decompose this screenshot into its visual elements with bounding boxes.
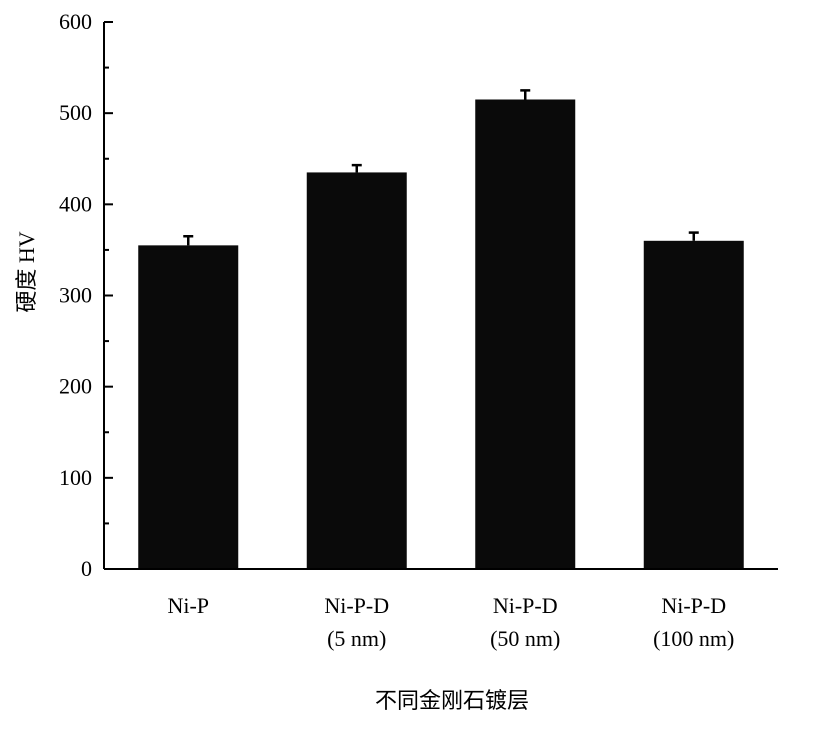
x-tick-label-line: (100 nm): [653, 626, 734, 651]
error-bars-group: [183, 89, 699, 246]
x-tick-label-0: Ni-P: [167, 593, 209, 618]
bars-group: [138, 99, 744, 570]
y-ticks-group: 0 100 200 300 400 500 600: [59, 9, 113, 581]
y-tick-label: 500: [59, 100, 92, 125]
bar-2: [475, 99, 576, 569]
y-tick-label: 0: [81, 556, 92, 581]
y-tick-label: 100: [59, 465, 92, 490]
y-tick-label: 600: [59, 9, 92, 34]
x-tick-label-line: Ni-P-D: [661, 593, 726, 618]
x-tick-label-line: Ni-P-D: [324, 593, 389, 618]
x-tick-label-1: Ni-P-D (5 nm): [324, 593, 389, 651]
x-labels-group: Ni-P Ni-P-D (5 nm) Ni-P-D (50 nm) Ni-P-D (100 …: [167, 593, 734, 651]
x-tick-label-line: (5 nm): [327, 626, 386, 651]
x-tick-label-3: Ni-P-D (100 nm): [653, 593, 734, 651]
x-tick-label-2: Ni-P-D (50 nm): [490, 593, 560, 651]
x-tick-label-line: Ni-P: [167, 593, 209, 618]
bar-1: [306, 172, 407, 570]
y-axis-title: 硬度 HV: [14, 231, 39, 312]
x-tick-label-line: (50 nm): [490, 626, 560, 651]
x-axis-title: 不同金刚石镀层: [375, 688, 529, 713]
bar-3: [643, 240, 744, 570]
bar-0: [138, 245, 239, 569]
x-tick-label-line: Ni-P-D: [493, 593, 558, 618]
y-tick-label: 300: [59, 283, 92, 308]
y-tick-label: 200: [59, 374, 92, 399]
y-tick-label: 400: [59, 191, 92, 216]
